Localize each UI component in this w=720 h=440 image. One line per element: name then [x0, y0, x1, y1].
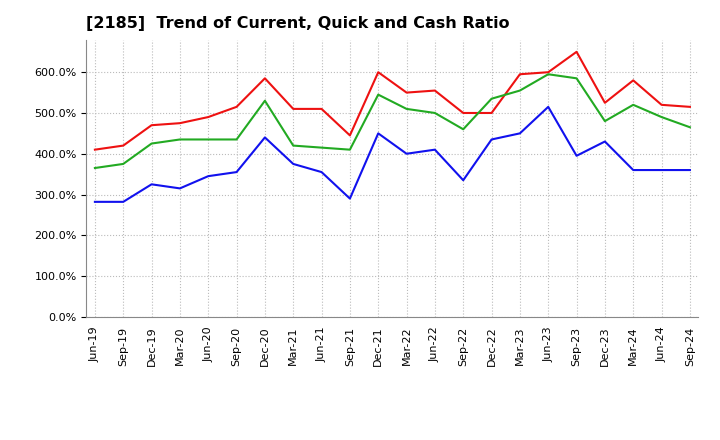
- Current Ratio: [459, 110, 467, 116]
- Quick Ratio: [289, 143, 297, 148]
- Current Ratio: [346, 133, 354, 138]
- Quick Ratio: [402, 106, 411, 111]
- Text: [2185]  Trend of Current, Quick and Cash Ratio: [2185] Trend of Current, Quick and Cash …: [86, 16, 510, 32]
- Current Ratio: [516, 72, 524, 77]
- Quick Ratio: [148, 141, 156, 146]
- Quick Ratio: [374, 92, 382, 97]
- Quick Ratio: [119, 161, 127, 167]
- Current Ratio: [176, 121, 184, 126]
- Cash Ratio: [261, 135, 269, 140]
- Quick Ratio: [487, 96, 496, 101]
- Quick Ratio: [544, 72, 552, 77]
- Cash Ratio: [685, 167, 694, 172]
- Cash Ratio: [402, 151, 411, 156]
- Cash Ratio: [204, 173, 212, 179]
- Quick Ratio: [657, 114, 666, 120]
- Current Ratio: [91, 147, 99, 152]
- Current Ratio: [318, 106, 326, 111]
- Current Ratio: [629, 78, 637, 83]
- Current Ratio: [572, 49, 581, 55]
- Current Ratio: [204, 114, 212, 120]
- Current Ratio: [148, 123, 156, 128]
- Quick Ratio: [91, 165, 99, 171]
- Current Ratio: [431, 88, 439, 93]
- Cash Ratio: [544, 104, 552, 110]
- Quick Ratio: [176, 137, 184, 142]
- Current Ratio: [374, 70, 382, 75]
- Cash Ratio: [657, 167, 666, 172]
- Cash Ratio: [459, 178, 467, 183]
- Current Ratio: [657, 102, 666, 107]
- Cash Ratio: [289, 161, 297, 167]
- Current Ratio: [402, 90, 411, 95]
- Current Ratio: [233, 104, 241, 110]
- Current Ratio: [685, 104, 694, 110]
- Quick Ratio: [685, 125, 694, 130]
- Quick Ratio: [261, 98, 269, 103]
- Line: Quick Ratio: Quick Ratio: [95, 74, 690, 168]
- Cash Ratio: [91, 199, 99, 205]
- Quick Ratio: [516, 88, 524, 93]
- Quick Ratio: [459, 127, 467, 132]
- Current Ratio: [289, 106, 297, 111]
- Cash Ratio: [572, 153, 581, 158]
- Quick Ratio: [629, 102, 637, 107]
- Quick Ratio: [346, 147, 354, 152]
- Current Ratio: [600, 100, 609, 106]
- Cash Ratio: [600, 139, 609, 144]
- Quick Ratio: [600, 118, 609, 124]
- Current Ratio: [487, 110, 496, 116]
- Quick Ratio: [233, 137, 241, 142]
- Cash Ratio: [516, 131, 524, 136]
- Cash Ratio: [176, 186, 184, 191]
- Current Ratio: [261, 76, 269, 81]
- Quick Ratio: [318, 145, 326, 150]
- Quick Ratio: [204, 137, 212, 142]
- Cash Ratio: [148, 182, 156, 187]
- Cash Ratio: [374, 131, 382, 136]
- Cash Ratio: [487, 137, 496, 142]
- Current Ratio: [119, 143, 127, 148]
- Cash Ratio: [346, 196, 354, 201]
- Line: Current Ratio: Current Ratio: [95, 52, 690, 150]
- Cash Ratio: [629, 167, 637, 172]
- Quick Ratio: [431, 110, 439, 116]
- Current Ratio: [544, 70, 552, 75]
- Cash Ratio: [233, 169, 241, 175]
- Quick Ratio: [572, 76, 581, 81]
- Cash Ratio: [318, 169, 326, 175]
- Line: Cash Ratio: Cash Ratio: [95, 107, 690, 202]
- Cash Ratio: [431, 147, 439, 152]
- Cash Ratio: [119, 199, 127, 205]
